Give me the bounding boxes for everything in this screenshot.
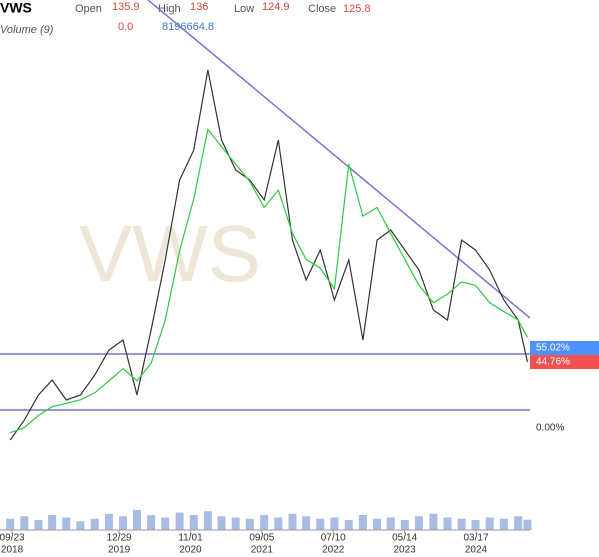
series-line [9,69,529,441]
volume-bar [20,516,29,530]
volume-bar [48,515,57,530]
volume-bar [217,516,226,530]
level-label: 0.00% [536,423,564,434]
x-tick-label: 11/01 [178,533,203,544]
volume-bar [514,516,523,530]
volume-bar [344,520,353,530]
volume-bar [373,518,382,530]
x-tick-label: 07/10 [321,533,346,544]
volume-bar [119,516,128,530]
volume-bar [386,517,395,530]
volume-bar [499,518,508,530]
volume-bar [358,515,367,530]
low-value: 124.9 [262,1,290,13]
volume-bar [429,513,438,530]
level-label: 55.02% [536,343,570,354]
x-tick-label: 03/17 [463,533,488,544]
ticker: VWS [0,0,32,16]
volume-bar [34,520,43,530]
x-tick-label: 09/23 [0,533,25,544]
volume-bar [62,517,71,530]
x-tick-year: 2019 [108,545,131,556]
series-line [9,128,528,434]
watermark: VWS [79,209,261,298]
volume-bar [316,518,325,530]
volume-value: 0.0 [118,21,133,33]
high-value: 136 [190,1,208,13]
volume-bar [443,517,452,530]
open-value: 135.9 [112,1,140,13]
volume-bar [90,518,99,530]
level-tag [530,340,599,355]
level-tag [530,355,599,370]
level-label: 44.76% [536,357,570,368]
volume-bar [260,515,269,530]
open-label: Open [75,3,102,15]
volume-bar [161,517,170,530]
close-value: 125.8 [343,3,371,15]
x-tick-label: 05/14 [392,533,417,544]
volume-bar [302,516,311,530]
volume-bar [400,520,409,530]
volume-label: Volume (9) [0,24,54,36]
volume-bar [485,517,494,530]
close-label: Close [308,3,336,15]
volume-bar [330,517,339,530]
volume-bar [175,512,184,530]
volume-bar [6,518,15,530]
volume-bar [203,511,212,530]
volume-bar [104,513,113,530]
volume-bar [189,515,198,530]
x-tick-year: 2022 [322,545,345,556]
high-label: High [158,3,181,15]
x-tick-year: 2018 [1,545,24,556]
x-tick-label: 12/29 [107,533,132,544]
trendline [147,0,531,319]
volume-bar [245,518,254,530]
volume-bar [288,513,297,530]
volume-bar [414,516,423,530]
x-tick-year: 2021 [251,545,274,556]
volume-bar [132,510,141,530]
volume-bar [76,521,85,530]
volume-bar [457,518,466,530]
volume-bar [523,519,532,530]
volume-value: 8196664.8 [162,21,214,33]
x-tick-year: 2023 [394,545,417,556]
volume-bar [147,515,156,530]
volume-bar [231,517,240,530]
x-tick-label: 09/05 [249,533,274,544]
volume-bar [274,517,283,530]
x-tick-year: 2024 [465,545,488,556]
volume-bar [471,520,480,530]
low-label: Low [234,3,254,15]
x-tick-year: 2020 [179,545,202,556]
